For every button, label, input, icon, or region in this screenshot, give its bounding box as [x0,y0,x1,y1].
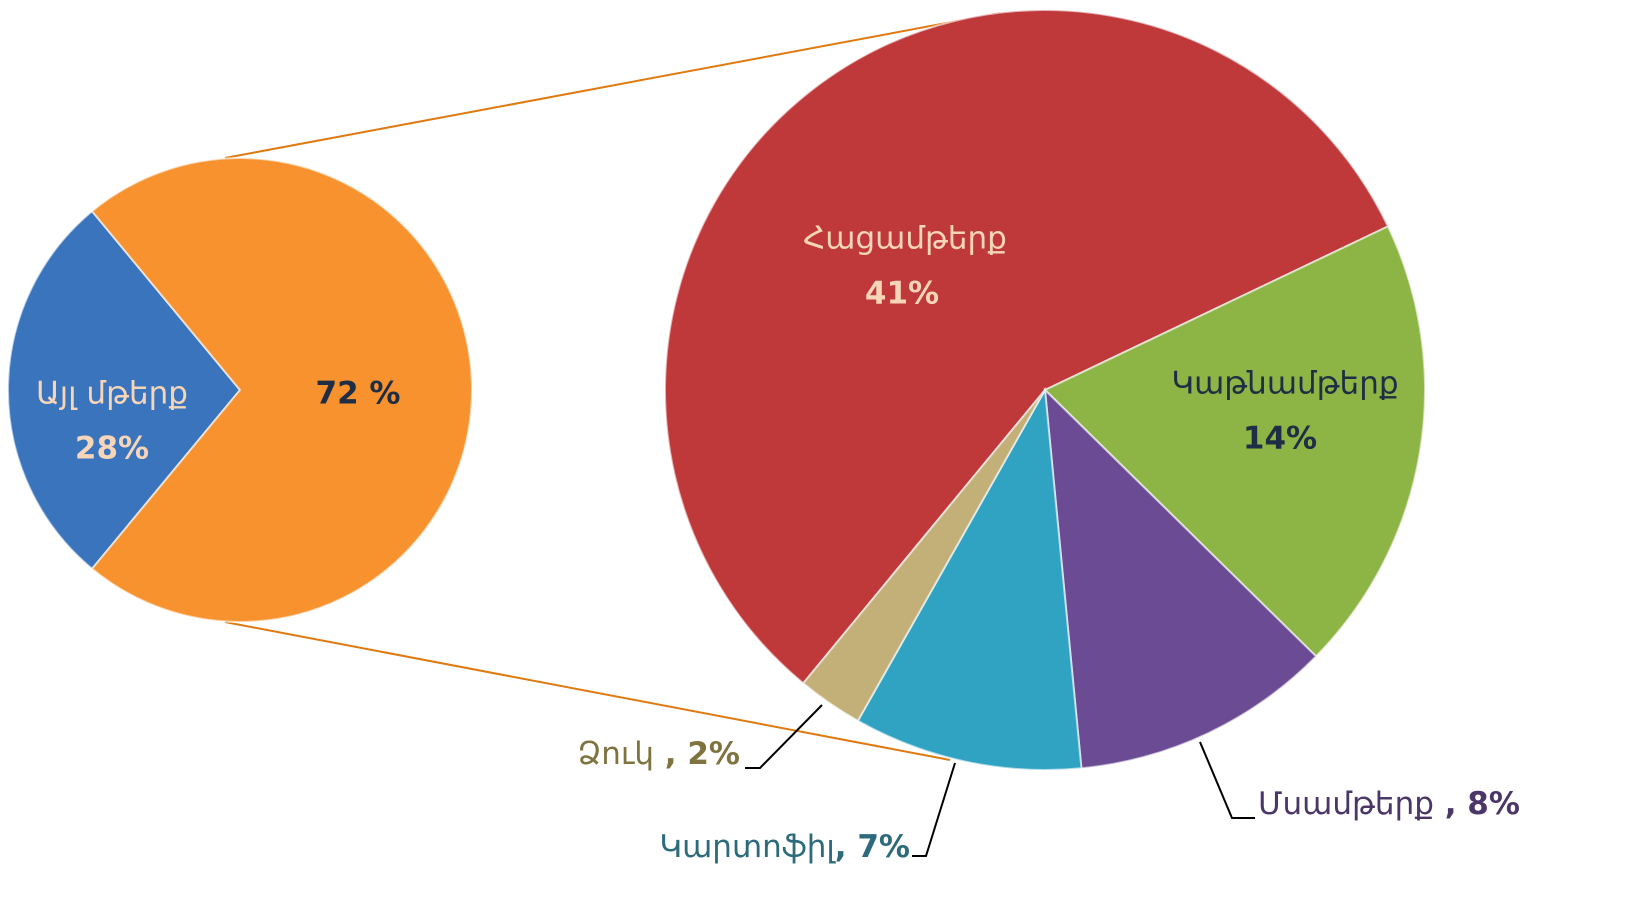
slice-label: Հացամթերք [803,221,1007,257]
slice-name: Կարտոֆիլ [659,829,836,865]
pie-slice [664,9,1390,685]
connector-line [224,621,951,761]
slice-value-label: 28% [75,431,149,467]
pie-slice [1043,387,1318,770]
slice-name: Ձուկ [577,736,654,772]
slice-label: Այլ մթերք [36,376,188,412]
slice-value-label: , 7% [835,829,910,865]
slice-label: Կարտոֆիլ, 7% [659,829,910,865]
connector-line [224,12,1001,159]
slice-label: Ձուկ , 2% [577,736,740,772]
pie-slice [90,157,473,623]
slice-value-label: 41% [865,276,939,312]
pie-slice [856,386,1083,771]
slice-value-label: 72 % [316,376,401,412]
leader-line [1199,741,1255,819]
pie-slice [7,209,242,571]
leader-line [912,762,956,857]
slice-name: Մսամթերք [1258,786,1434,822]
slice-label: Կաթնամթերք [1171,366,1398,402]
slice-label: Մսամթերք , 8% [1258,786,1520,822]
pie-slice [801,389,1046,723]
pie-slice [1043,225,1426,658]
slice-value-label: , 2% [654,736,740,772]
slice-value-label: 14% [1243,421,1317,457]
slice-value-label: , 8% [1434,786,1520,822]
leader-line [745,704,823,769]
